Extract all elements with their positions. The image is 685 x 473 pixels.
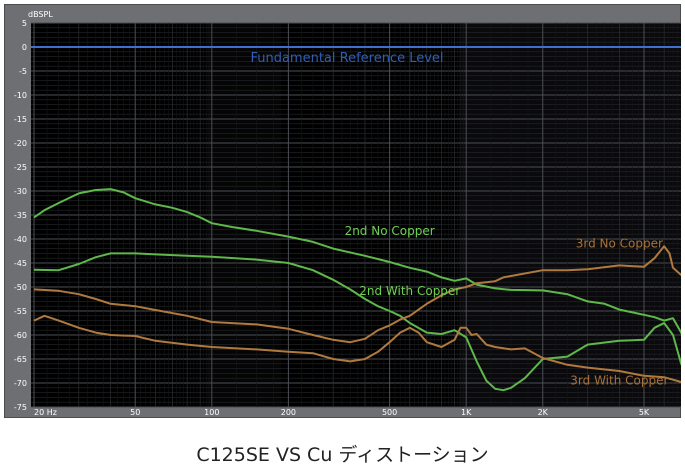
- series-group: [33, 188, 681, 392]
- y-axis-label: dBSPL: [28, 10, 53, 19]
- y-tick-label: -60: [14, 331, 27, 340]
- x-tick-label: 2K: [538, 408, 549, 417]
- y-tick-label: -15: [14, 115, 27, 124]
- y-tick-label: -35: [14, 211, 27, 220]
- series-label: 3rd With Copper: [570, 373, 668, 387]
- y-tick-label: -75: [14, 403, 27, 412]
- x-tick-label: 50: [130, 408, 140, 417]
- y-tick-label: -25: [14, 163, 27, 172]
- x-tick-label: 20 Hz: [34, 408, 57, 417]
- grid: [31, 22, 681, 408]
- y-tick-label: -45: [14, 259, 27, 268]
- series-label: 2nd With Copper: [359, 284, 460, 298]
- reference-line-group: Fundamental Reference Level: [31, 46, 681, 66]
- x-tick-label: 100: [204, 408, 219, 417]
- y-tick-label: -55: [14, 307, 27, 316]
- y-tick-label: -50: [14, 283, 27, 292]
- y-tick-label: -65: [14, 355, 27, 364]
- series-labels: 2nd No Copper 2nd With Copper 3rd No Coppe…: [345, 224, 669, 387]
- y-tick-labels: 5 0 -5 -10 -15 -20 -25 -30 -35 -40 -45 -50 -55 -60 -65…: [14, 19, 27, 412]
- x-tick-labels: 20 Hz 50 100 200 500 1K 2K 5K: [34, 408, 650, 417]
- y-tick-label: -70: [14, 379, 27, 388]
- y-tick-label: -5: [19, 67, 27, 76]
- series-line-3rd-no-copper: [33, 245, 681, 344]
- x-tick-label: 1K: [461, 408, 472, 417]
- series-label: 2nd No Copper: [345, 224, 435, 238]
- y-tick-label: -40: [14, 235, 27, 244]
- series-line-3rd-with-copper: [33, 314, 681, 384]
- y-tick-label: -20: [14, 139, 27, 148]
- series-line-2nd-with-copper: [33, 252, 681, 392]
- chart-caption: C125SE VS Cu ディストーション: [196, 444, 489, 466]
- y-tick-label: -30: [14, 187, 27, 196]
- x-tick-label: 200: [281, 408, 296, 417]
- x-tick-label: 500: [382, 408, 397, 417]
- series-line-2nd-no-copper: [33, 188, 681, 335]
- distortion-chart: Fundamental Reference Level 2nd No Coppe…: [14, 10, 681, 417]
- series-label: 3rd No Copper: [576, 237, 663, 251]
- x-tick-label: 5K: [639, 408, 650, 417]
- reference-line-label: Fundamental Reference Level: [250, 51, 443, 66]
- y-tick-label: 0: [22, 43, 27, 52]
- y-tick-label: -10: [14, 91, 27, 100]
- y-tick-label: 5: [22, 19, 27, 28]
